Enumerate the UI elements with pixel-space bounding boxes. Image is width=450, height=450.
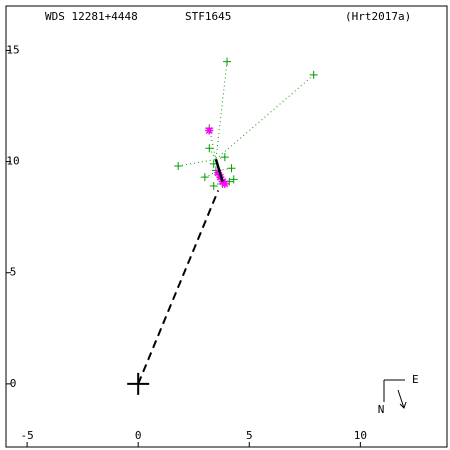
compass-e-label: E: [412, 373, 419, 386]
measurement: [220, 153, 229, 162]
y-tick-label: 0: [10, 377, 17, 390]
residual: [178, 158, 217, 167]
x-tick-label: 0: [135, 429, 142, 442]
primary-star: [127, 372, 150, 395]
measurement: [209, 182, 218, 191]
y-tick-label: 5: [10, 266, 17, 279]
measurement: [309, 70, 318, 79]
x-tick-label: -5: [20, 429, 33, 442]
x-tick-label: 5: [246, 429, 253, 442]
chart-title: WDS 12281+4448: [45, 10, 138, 23]
measurement: [227, 164, 236, 173]
measurement: [174, 162, 183, 171]
plot-frame: [5, 5, 448, 448]
compass-n-label: N: [378, 403, 385, 416]
node-line: [137, 190, 220, 385]
predicted-point: [220, 179, 229, 188]
predicted-point: [205, 126, 214, 135]
y-tick-label: 10: [6, 155, 19, 168]
predicted-point: [214, 168, 223, 177]
compass-arrow: [397, 389, 407, 409]
residual: [215, 156, 225, 160]
compass: [383, 379, 407, 409]
measurement: [229, 175, 238, 184]
reference: (Hrt2017a): [345, 10, 411, 23]
residual: [208, 148, 217, 160]
residual: [215, 61, 228, 160]
x-tick-label: 10: [354, 429, 367, 442]
measurement: [223, 57, 232, 66]
orbit: [214, 159, 224, 182]
measurement: [200, 173, 209, 182]
residual: [215, 74, 315, 160]
measurement: [205, 144, 214, 153]
y-tick-label: 15: [6, 43, 19, 56]
chart-subtitle: STF1645: [185, 10, 231, 23]
